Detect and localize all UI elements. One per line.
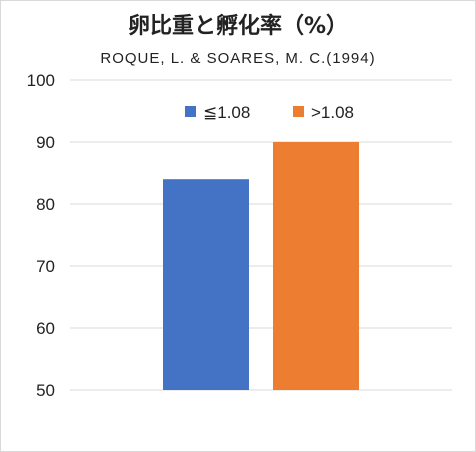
gridlines: [70, 79, 452, 391]
y-tick-label: 70: [36, 257, 55, 276]
y-tick-label: 90: [36, 133, 55, 152]
y-tick-label: 100: [27, 71, 55, 90]
legend-swatch-1: [293, 106, 304, 117]
legend-swatch-0: [185, 106, 196, 117]
bar-series-0: [163, 179, 249, 390]
y-axis-ticks: 50 60 70 80 90 100: [27, 71, 55, 400]
chart-subtitle: ROQUE, L. & SOARES, M. C.(1994): [100, 50, 376, 67]
legend: ≦1.08 >1.08: [185, 103, 354, 122]
y-tick-label: 60: [36, 319, 55, 338]
bar-series-1: [273, 142, 359, 390]
bars: [163, 142, 359, 390]
y-tick-label: 50: [36, 381, 55, 400]
legend-label-1: >1.08: [311, 103, 354, 122]
chart-title: 卵比重と孵化率（%）: [127, 14, 349, 39]
y-tick-label: 80: [36, 195, 55, 214]
legend-label-0: ≦1.08: [203, 103, 250, 122]
